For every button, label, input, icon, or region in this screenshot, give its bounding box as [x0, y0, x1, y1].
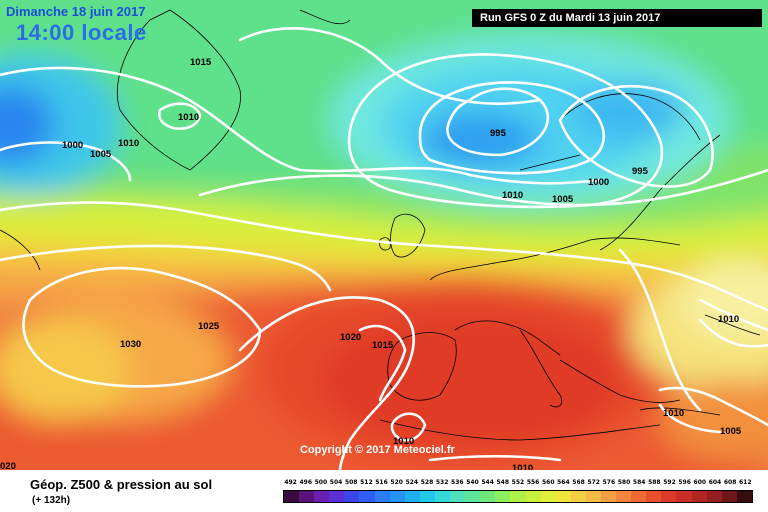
legend-label: 560	[541, 479, 555, 486]
legend-swatch	[495, 491, 511, 502]
legend-swatches	[283, 490, 753, 503]
legend-label: 544	[481, 479, 494, 486]
model-run-info: Run GFS 0 Z du Mardi 13 juin 2017	[472, 9, 762, 27]
legend-label: 596	[678, 479, 691, 486]
map-footer: Géop. Z500 & pression au sol (+ 132h) 49…	[0, 470, 768, 512]
legend-label: 504	[329, 479, 343, 486]
forecast-date-title: Dimanche 18 juin 2017	[6, 4, 146, 19]
legend-label: 568	[572, 479, 585, 486]
isobar-label: 1010	[718, 314, 739, 325]
legend-label: 492	[284, 479, 297, 486]
isobar-label: 1010	[118, 138, 139, 149]
isobar-label: 1030	[120, 339, 141, 350]
legend-swatch	[706, 491, 722, 502]
legend-swatch	[404, 491, 420, 502]
isobar-label: 1005	[552, 194, 574, 205]
legend-label: 580	[617, 479, 631, 486]
legend-swatch	[389, 491, 405, 502]
legend-swatch	[616, 491, 632, 502]
legend-swatch	[329, 491, 345, 502]
isobar-label: 1010	[512, 463, 533, 470]
legend-swatch	[600, 491, 617, 502]
legend-label: 592	[663, 479, 676, 486]
legend-label: 508	[344, 479, 358, 486]
legend-label: 564	[557, 479, 570, 486]
legend-label: 572	[587, 479, 600, 486]
isobars	[0, 27, 768, 470]
legend-swatch	[585, 491, 601, 502]
isobar-label: 1025	[198, 321, 220, 332]
isobar-label: 1005	[90, 149, 112, 160]
legend-swatch	[299, 491, 315, 502]
isobar-label: 1000	[62, 140, 83, 151]
legend-swatch	[676, 491, 692, 502]
legend-label: 528	[420, 479, 434, 486]
legend-swatch	[631, 491, 647, 502]
legend-swatch	[540, 491, 556, 502]
legend-swatch	[314, 491, 330, 502]
legend-swatch	[555, 491, 571, 502]
isobar-label: 1010	[502, 190, 523, 201]
legend-label: 500	[314, 479, 328, 486]
legend-swatch	[721, 491, 737, 502]
geopotential-field	[0, 0, 768, 470]
isobar-label: 1015	[190, 57, 212, 68]
copyright-notice: Copyright © 2017 Meteociel.fr	[300, 444, 455, 456]
legend-label: 524	[405, 479, 419, 486]
map-canvas: 1015 1010 1000 1005 1010 995 1000 995 10…	[0, 0, 768, 470]
legend-swatch	[344, 491, 360, 502]
isobar-labels: 1015 1010 1000 1005 1010 995 1000 995 10…	[0, 57, 742, 470]
legend-label: 576	[602, 479, 616, 486]
map-parameter-title: Géop. Z500 & pression au sol	[30, 477, 213, 492]
legend-swatch	[419, 491, 435, 502]
legend-label: 532	[435, 479, 449, 486]
legend-label: 540	[466, 479, 479, 486]
isobar-label: 1000	[588, 177, 609, 188]
legend-swatch	[691, 491, 707, 502]
isobar-label: 995	[632, 166, 649, 177]
isobar-label: 995	[490, 128, 507, 139]
legend-label: 612	[739, 479, 752, 486]
legend-label: 516	[375, 479, 388, 486]
legend-label: 512	[360, 479, 373, 486]
legend-swatch	[284, 491, 300, 502]
legend-swatch	[525, 491, 541, 502]
legend-label: 556	[526, 479, 540, 486]
isobar-label: 1010	[393, 436, 414, 447]
isobar-label: 1010	[178, 112, 199, 123]
legend-swatch	[480, 491, 496, 502]
legend-label: 552	[511, 479, 525, 486]
legend-label: 588	[648, 479, 661, 486]
legend-label: 548	[496, 479, 510, 486]
legend-label: 496	[299, 479, 312, 486]
forecast-lead-time: (+ 132h)	[32, 495, 71, 506]
isobar-label: 1010	[663, 408, 684, 419]
legend-label: 608	[723, 479, 737, 486]
legend-swatch	[661, 491, 677, 502]
isobar-label: 1015	[372, 340, 394, 351]
legend-swatch	[374, 491, 390, 502]
legend-labels: 492 496 500 504 508 512 516 520 524 528 532 536 540 5…	[283, 479, 753, 489]
forecast-map: 1015 1010 1000 1005 1010 995 1000 995 10…	[0, 0, 768, 470]
legend-swatch	[510, 491, 526, 502]
legend-swatch	[434, 491, 451, 502]
isobar-label: 1005	[720, 426, 742, 437]
coastlines	[0, 9, 761, 441]
legend-label: 604	[708, 479, 722, 486]
forecast-local-time: 14:00 locale	[16, 20, 147, 45]
legend-swatch	[736, 491, 752, 502]
isobar-label: 1020	[340, 332, 361, 343]
legend-label: 536	[451, 479, 464, 486]
legend-swatch	[450, 491, 466, 502]
legend-swatch	[570, 491, 586, 502]
legend-label: 584	[632, 479, 646, 486]
legend-swatch	[646, 491, 662, 502]
legend-label: 520	[390, 479, 403, 486]
legend-swatch	[359, 491, 375, 502]
legend-swatch	[465, 491, 481, 502]
isobar-label: 020	[0, 461, 16, 470]
color-scale-legend: 492 496 500 504 508 512 516 520 524 528 532 536 540 5…	[283, 479, 753, 509]
legend-label: 600	[693, 479, 707, 486]
